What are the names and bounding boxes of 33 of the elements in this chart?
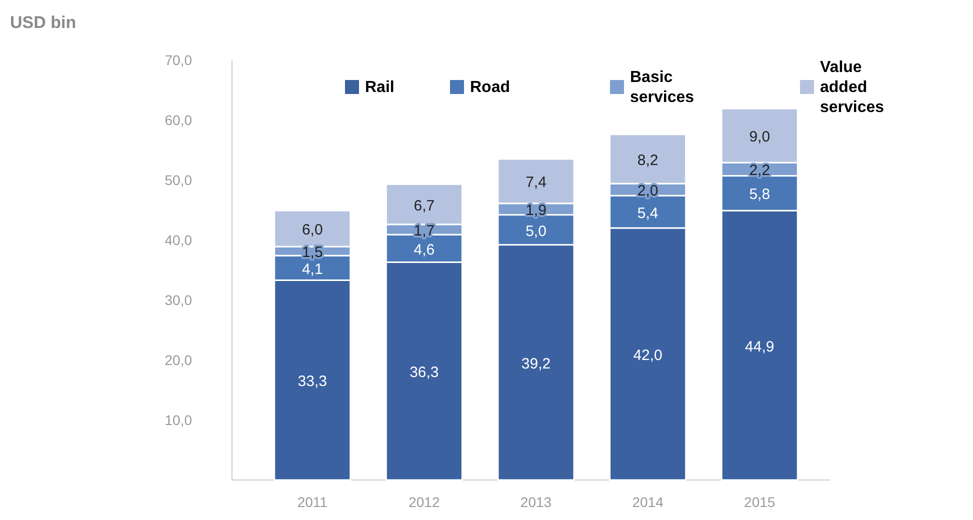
data-label: 39,2 [521, 355, 551, 372]
data-label: 2,2 [749, 162, 770, 180]
data-label: 42,0 [633, 347, 662, 364]
data-label: 4,1 [302, 260, 323, 278]
x-tick-label: 2013 [520, 494, 552, 510]
y-tick-label: 50,0 [164, 172, 192, 188]
x-tick-label: 2012 [408, 494, 440, 510]
y-tick-label: 30,0 [164, 292, 192, 308]
legend-label: Value added services [820, 59, 884, 116]
y-tick-label: 10,0 [164, 412, 192, 428]
y-tick-label: 60,0 [164, 112, 192, 128]
text: USD bin [10, 13, 76, 32]
y-tick-label: 70,0 [164, 52, 192, 68]
data-label: 9,0 [749, 128, 770, 146]
legend-label: Rail [365, 79, 394, 96]
data-label: 33,3 [298, 373, 327, 390]
y-tick-label: 40,0 [164, 232, 192, 248]
data-label: 5,0 [526, 222, 546, 240]
x-tick-label: 2015 [744, 494, 776, 510]
data-label: 6,0 [302, 222, 323, 239]
data-label: 6,7 [414, 197, 435, 214]
y-tick-label: 20,0 [164, 352, 192, 368]
data-label: 5,8 [749, 186, 770, 204]
x-tick-label: 2011 [297, 494, 328, 510]
data-label: 4,6 [414, 241, 435, 258]
legend-label: Basic services [630, 69, 694, 106]
data-label: 8,2 [637, 152, 658, 169]
data-label: 44,9 [745, 338, 774, 356]
legend-label: Road [470, 79, 510, 96]
data-label: 5,4 [637, 204, 658, 222]
data-label: 7,4 [526, 174, 546, 192]
data-label: 36,3 [410, 364, 439, 382]
x-tick-label: 2014 [632, 494, 664, 510]
